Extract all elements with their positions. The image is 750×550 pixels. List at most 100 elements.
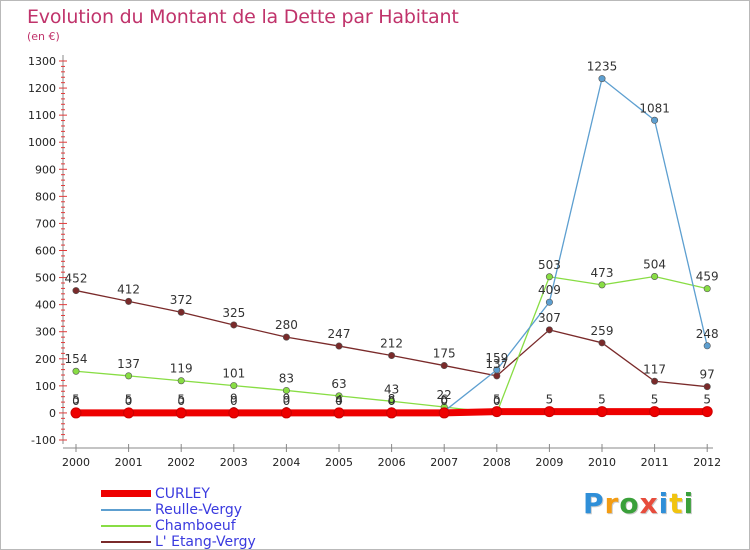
data-labels-layer: 0 0 0 0 0 0 0 0 5 5 5 5 55 5 5 9 9 4 8 61594091235108124815… [65,60,719,408]
data-point [649,406,661,418]
data-label: 117 [643,362,666,376]
data-label: 4 [335,393,343,407]
data-label: 5 [598,393,606,407]
data-point [177,308,185,316]
data-label: 5 [177,393,185,407]
data-label: 452 [65,272,88,286]
data-label: 8 [388,392,396,406]
data-label: 159 [485,351,508,365]
y-tick-label: 1300 [28,55,56,68]
logo-letter: i [658,487,670,520]
data-label: 473 [591,266,614,280]
data-point [491,406,503,418]
data-point [125,297,133,305]
x-tick-label: 2008 [483,456,511,469]
data-point [545,273,553,281]
data-point [438,407,450,419]
data-label: 5 [493,393,501,407]
data-point [72,287,80,295]
data-point [123,407,135,419]
data-point [598,339,606,347]
data-point [230,382,238,390]
data-label: 5 [72,393,80,407]
chart-axes: -100010020030040050060070080090010001100… [28,55,721,469]
y-tick-label: 1000 [28,136,56,149]
legend-label: L' Etang-Vergy [155,534,256,550]
data-point [175,407,187,419]
data-label: 63 [331,377,346,391]
data-point [596,406,608,418]
data-label: 0 [230,394,238,408]
data-label: 0 [283,394,291,408]
data-point [282,333,290,341]
data-point [440,362,448,370]
data-point [701,406,713,418]
data-label: 154 [65,352,88,366]
data-label: 248 [696,327,719,341]
data-point [598,75,606,83]
data-point [125,372,133,380]
data-label: 325 [222,306,245,320]
x-tick-label: 2009 [535,456,563,469]
data-point [386,407,398,419]
logo-letter: t [669,487,684,520]
x-tick-label: 2003 [220,456,248,469]
y-tick-label: 700 [35,217,56,230]
data-point [388,397,396,405]
data-label: 137 [117,357,140,371]
data-point [543,406,555,418]
data-label: 503 [538,258,561,272]
x-tick-label: 2005 [325,456,353,469]
legend-label: Chamboeuf [155,518,236,534]
data-label: 459 [696,270,719,284]
x-tick-label: 2002 [167,456,195,469]
y-tick-label: 200 [35,353,56,366]
data-label: 1235 [587,60,618,74]
data-point [651,116,659,124]
data-label: 212 [380,337,403,351]
proxiti-logo: Proxiti [583,487,694,520]
data-label: 22 [437,388,452,402]
logo-letter: x [639,487,659,520]
x-tick-label: 2004 [272,456,300,469]
data-label: 97 [700,368,715,382]
data-label: 43 [384,382,399,396]
data-point [703,285,711,293]
chart-subtitle: (en €) [27,30,60,43]
y-tick-label: -100 [31,434,56,447]
data-label: 372 [170,293,193,307]
data-point [177,377,185,385]
data-label: 259 [591,324,614,338]
data-point [335,392,343,400]
data-point [280,407,292,419]
data-label: 412 [117,282,140,296]
data-label: 0 [177,394,185,408]
x-tick-label: 2006 [378,456,406,469]
logo-letter: o [619,487,640,520]
y-tick-label: 600 [35,245,56,258]
y-tick-label: 900 [35,163,56,176]
data-point [651,272,659,280]
x-tick-label: 2001 [115,456,143,469]
x-tick-label: 2011 [641,456,669,469]
data-label: 175 [433,347,456,361]
data-label: 5 [651,393,659,407]
legend-swatch [101,509,151,511]
data-label: 0 [440,394,448,408]
data-label: 9 [230,391,238,405]
data-point [335,342,343,350]
data-label: 0 [493,394,501,408]
data-point [493,366,501,374]
data-label: 9 [283,391,291,405]
logo-letter: P [583,487,605,520]
data-point [230,321,238,329]
y-tick-label: 300 [35,326,56,339]
data-label: 307 [538,311,561,325]
data-point [703,342,711,350]
data-point [545,326,553,334]
data-point [651,377,659,385]
x-tick-label: 2007 [430,456,458,469]
y-tick-label: 800 [35,190,56,203]
data-point [493,372,501,380]
